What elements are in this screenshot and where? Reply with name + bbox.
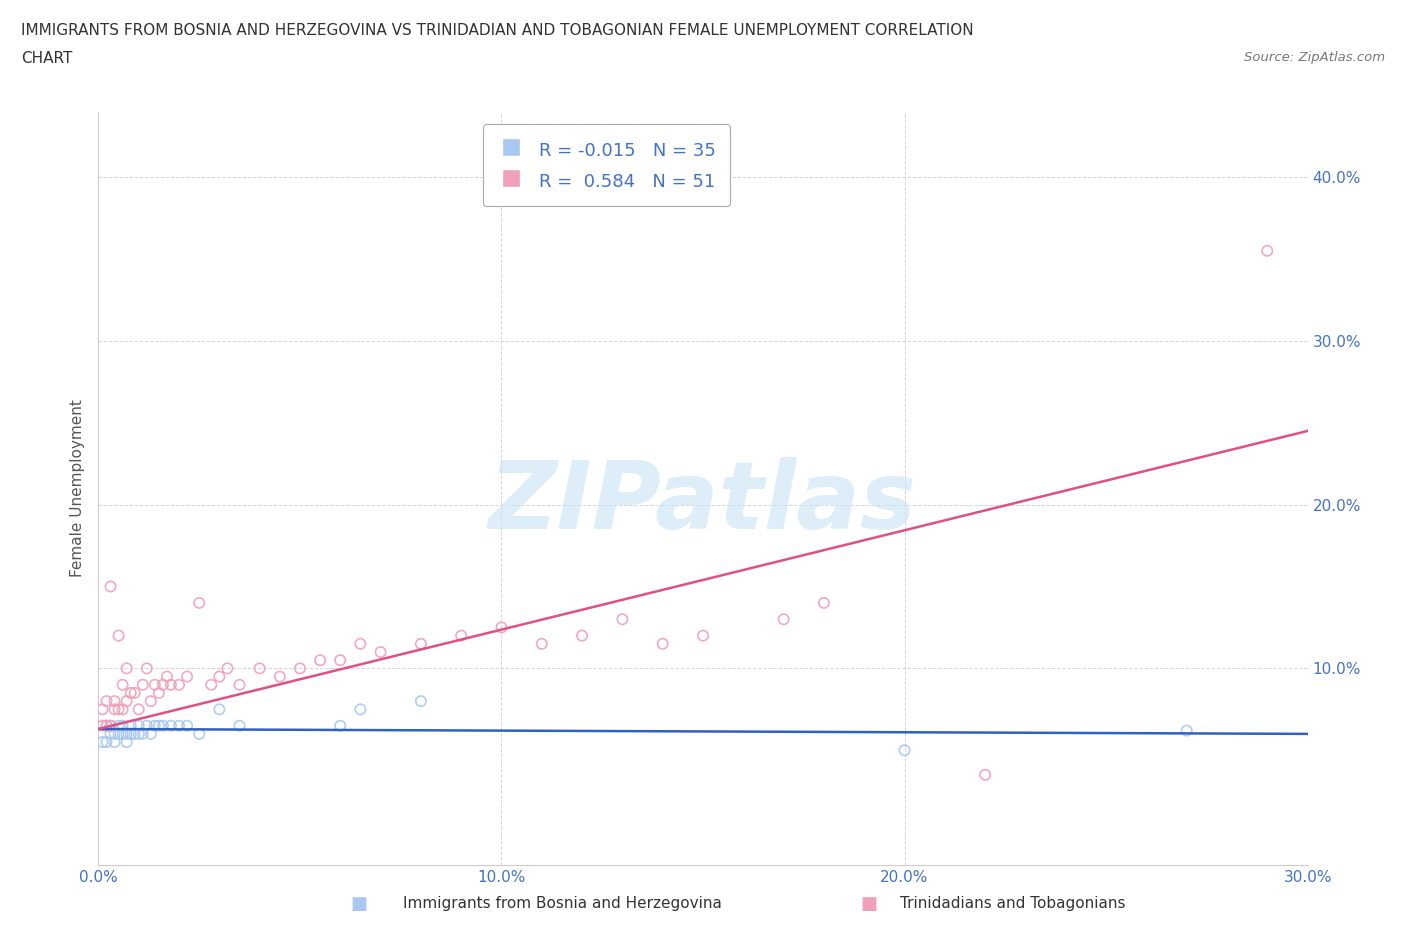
Point bbox=[370, 644, 392, 659]
Point bbox=[651, 636, 673, 651]
Text: Source: ZipAtlas.com: Source: ZipAtlas.com bbox=[1244, 51, 1385, 64]
Point bbox=[329, 718, 352, 733]
Point bbox=[120, 685, 142, 700]
Point bbox=[120, 718, 142, 733]
Text: Trinidadians and Tobagonians: Trinidadians and Tobagonians bbox=[900, 897, 1125, 911]
Point bbox=[349, 636, 371, 651]
Point bbox=[1175, 724, 1198, 738]
Point bbox=[249, 661, 271, 676]
Point bbox=[893, 743, 915, 758]
Point bbox=[208, 670, 231, 684]
Point bbox=[100, 718, 122, 733]
Point bbox=[135, 718, 157, 733]
Point bbox=[111, 718, 134, 733]
Text: Immigrants from Bosnia and Herzegovina: Immigrants from Bosnia and Herzegovina bbox=[404, 897, 721, 911]
Point bbox=[571, 628, 593, 643]
Point bbox=[152, 718, 174, 733]
Text: ■: ■ bbox=[860, 895, 877, 913]
Point bbox=[120, 726, 142, 741]
Point bbox=[103, 702, 125, 717]
Point bbox=[160, 718, 183, 733]
Point bbox=[176, 670, 198, 684]
Point bbox=[167, 677, 190, 692]
Point bbox=[124, 726, 146, 741]
Point bbox=[188, 595, 211, 610]
Point bbox=[269, 670, 291, 684]
Point bbox=[409, 694, 432, 709]
Point bbox=[143, 677, 166, 692]
Y-axis label: Female Unemployment: Female Unemployment bbox=[69, 399, 84, 578]
Point bbox=[813, 595, 835, 610]
Point bbox=[111, 677, 134, 692]
Text: ZIPatlas: ZIPatlas bbox=[489, 458, 917, 550]
Point bbox=[96, 735, 118, 750]
Point bbox=[176, 718, 198, 733]
Point bbox=[128, 718, 150, 733]
Point bbox=[103, 726, 125, 741]
Text: CHART: CHART bbox=[21, 51, 73, 66]
Point bbox=[107, 702, 129, 717]
Point bbox=[1256, 244, 1278, 259]
Point bbox=[228, 677, 250, 692]
Point bbox=[772, 612, 794, 627]
Point bbox=[103, 694, 125, 709]
Point bbox=[612, 612, 634, 627]
Point bbox=[491, 620, 513, 635]
Point bbox=[91, 735, 114, 750]
Point bbox=[107, 726, 129, 741]
Point bbox=[111, 702, 134, 717]
Point bbox=[188, 726, 211, 741]
Point bbox=[309, 653, 332, 668]
Point bbox=[128, 726, 150, 741]
Point bbox=[156, 670, 179, 684]
Point bbox=[409, 636, 432, 651]
Point bbox=[115, 735, 138, 750]
Point bbox=[132, 677, 155, 692]
Point bbox=[200, 677, 222, 692]
Point bbox=[100, 726, 122, 741]
Point bbox=[115, 726, 138, 741]
Point bbox=[128, 702, 150, 717]
Point bbox=[148, 718, 170, 733]
Point bbox=[100, 718, 122, 733]
Point bbox=[152, 677, 174, 692]
Point bbox=[107, 628, 129, 643]
Point bbox=[139, 694, 162, 709]
Text: IMMIGRANTS FROM BOSNIA AND HERZEGOVINA VS TRINIDADIAN AND TOBAGONIAN FEMALE UNEM: IMMIGRANTS FROM BOSNIA AND HERZEGOVINA V… bbox=[21, 23, 974, 38]
Point bbox=[107, 718, 129, 733]
Point bbox=[329, 653, 352, 668]
Point bbox=[160, 677, 183, 692]
Point bbox=[167, 718, 190, 733]
Point bbox=[124, 685, 146, 700]
Point bbox=[143, 718, 166, 733]
Text: ■: ■ bbox=[350, 895, 367, 913]
Point bbox=[974, 767, 997, 782]
Point bbox=[132, 726, 155, 741]
Point bbox=[111, 726, 134, 741]
Point bbox=[450, 628, 472, 643]
Point bbox=[100, 579, 122, 594]
Point bbox=[96, 718, 118, 733]
Legend: R = -0.015   N = 35, R =  0.584   N = 51: R = -0.015 N = 35, R = 0.584 N = 51 bbox=[482, 125, 730, 206]
Point bbox=[692, 628, 714, 643]
Point bbox=[148, 685, 170, 700]
Point bbox=[288, 661, 311, 676]
Point bbox=[228, 718, 250, 733]
Point bbox=[135, 661, 157, 676]
Point bbox=[115, 694, 138, 709]
Point bbox=[91, 718, 114, 733]
Point bbox=[139, 726, 162, 741]
Point bbox=[530, 636, 553, 651]
Point bbox=[349, 702, 371, 717]
Point bbox=[103, 735, 125, 750]
Point bbox=[96, 718, 118, 733]
Point bbox=[115, 661, 138, 676]
Point bbox=[96, 694, 118, 709]
Point bbox=[208, 702, 231, 717]
Point bbox=[217, 661, 239, 676]
Point bbox=[91, 702, 114, 717]
